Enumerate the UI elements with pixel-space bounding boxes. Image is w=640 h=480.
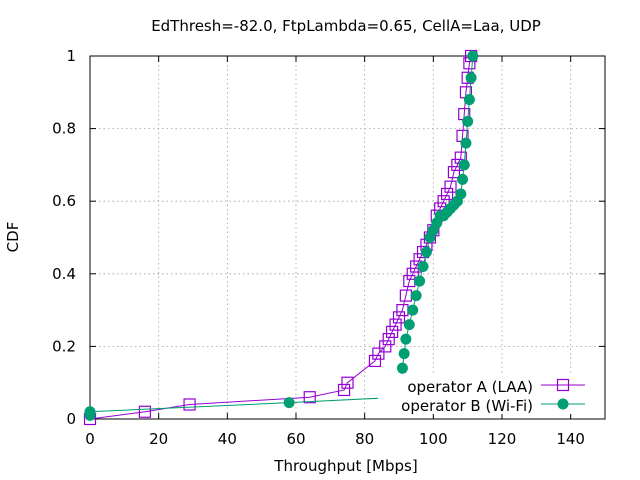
y-axis-label: CDF	[4, 222, 22, 253]
plot-frame	[89, 55, 606, 420]
data-point	[444, 180, 457, 193]
data-point	[455, 188, 467, 200]
legend: operator A (LAA) operator B (Wi-Fi)	[378, 374, 600, 415]
data-point	[437, 195, 450, 208]
legend-label-operator-b: operator B (Wi-Fi)	[401, 397, 533, 415]
data-point	[420, 246, 432, 258]
data-point	[398, 348, 410, 360]
grid-lines	[90, 56, 605, 419]
y-tick-label: 1	[66, 47, 76, 65]
x-tick-label: 120	[488, 430, 517, 448]
data-point	[392, 311, 406, 324]
legend-sample-operator-b	[541, 398, 585, 410]
series-line	[89, 55, 474, 416]
data-point	[417, 261, 429, 273]
data-point	[368, 354, 382, 368]
y-tick-label: 0.6	[52, 192, 76, 210]
x-tick-label: 40	[218, 430, 237, 448]
data-point	[379, 340, 392, 353]
y-tick-label: 0.4	[52, 265, 76, 283]
data-point	[403, 319, 415, 331]
data-point	[465, 72, 477, 84]
data-point	[460, 137, 472, 149]
data-point	[462, 115, 474, 127]
data-point	[386, 325, 399, 338]
data-point	[458, 159, 470, 171]
y-tick-labels: 0 0.2 0.4 0.6 0.8 1	[52, 47, 76, 428]
data-point	[396, 362, 408, 374]
data-point	[389, 318, 402, 331]
data-point	[337, 383, 351, 397]
chart-title: EdThresh=-82.0, FtpLambda=0.65, CellA=La…	[151, 17, 541, 35]
x-tick-label: 80	[355, 430, 374, 448]
data-point	[382, 333, 395, 346]
series-operator-a	[83, 49, 478, 426]
y-tick-label: 0.2	[52, 337, 76, 355]
series-line	[89, 55, 472, 420]
x-tick-label: 20	[149, 430, 168, 448]
data-point	[283, 397, 295, 409]
data-point	[406, 267, 419, 280]
data-point	[303, 391, 316, 404]
data-point	[463, 94, 475, 106]
data-point	[341, 376, 354, 389]
data-point	[400, 333, 412, 345]
data-point	[556, 378, 570, 392]
legend-sample-operator-a	[541, 378, 585, 392]
data-point	[410, 290, 422, 302]
y-tick-label: 0.8	[52, 120, 76, 138]
data-point	[407, 304, 419, 316]
axis-ticks	[89, 55, 605, 420]
data-point	[84, 406, 96, 418]
x-tick-labels: 0 20 40 60 80 100 120 140	[85, 430, 585, 448]
x-axis-label: Throughput [Mbps]	[273, 457, 417, 475]
data-point	[447, 166, 461, 179]
x-tick-label: 100	[419, 430, 448, 448]
x-tick-label: 140	[556, 430, 585, 448]
x-tick-label: 60	[286, 430, 305, 448]
data-point	[372, 347, 385, 360]
legend-label-operator-a: operator A (LAA)	[407, 378, 533, 396]
y-tick-label: 0	[66, 410, 76, 428]
data-point	[557, 398, 569, 410]
series-operator-b	[84, 50, 479, 421]
data-point	[457, 173, 469, 185]
data-point	[138, 405, 152, 418]
data-point	[467, 50, 479, 62]
x-tick-label: 0	[85, 430, 95, 448]
data-point	[183, 398, 196, 411]
data-point	[414, 275, 426, 287]
data-point	[440, 187, 454, 201]
